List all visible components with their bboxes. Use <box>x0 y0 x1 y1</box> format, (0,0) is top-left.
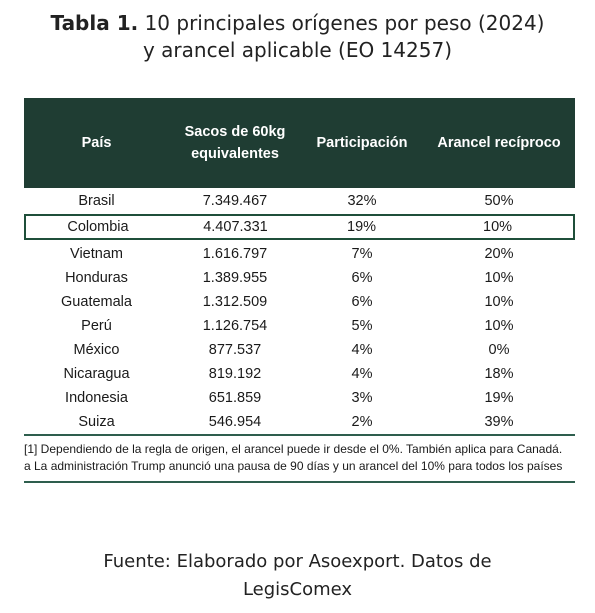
cell-country: Nicaragua <box>63 366 130 382</box>
header-tariff: Arancel recíproco <box>437 135 561 151</box>
cell-bags: 1.389.955 <box>202 270 268 286</box>
note-1: [1] Dependiendo de la regla de origen, e… <box>24 442 563 456</box>
table-row: Indonesia 651.859 3% 19% <box>24 386 575 410</box>
cell-share: 6% <box>351 294 373 310</box>
cell-country: México <box>73 342 120 358</box>
cell-tariff: 18% <box>484 366 514 382</box>
title-line-1: Tabla 1. 10 principales orígenes por pes… <box>0 10 595 37</box>
table-row: Suiza 546.954 2% 39% <box>24 410 575 434</box>
cell-country: Honduras <box>65 270 128 286</box>
cell-bags: 1.312.509 <box>202 294 268 310</box>
cell-share: 32% <box>347 193 377 209</box>
table-title: Tabla 1. 10 principales orígenes por pes… <box>0 10 595 64</box>
cell-country: Perú <box>81 318 112 334</box>
cell-tariff: 39% <box>484 414 514 430</box>
cell-country: Guatemala <box>61 294 132 310</box>
cell-tariff: 10% <box>484 318 514 334</box>
cell-country: Brasil <box>78 193 115 209</box>
cell-country: Colombia <box>67 219 129 235</box>
table-header: País Sacos de 60kg equivalentes Particip… <box>24 98 575 188</box>
cell-share: 7% <box>351 246 373 262</box>
cell-bags: 651.859 <box>208 390 262 406</box>
title-text-1: 10 principales orígenes por peso (2024) <box>144 11 545 35</box>
cell-bags: 1.616.797 <box>202 246 268 262</box>
header-bags: Sacos de 60kg equivalentes <box>169 121 301 165</box>
note-2: a La administración Trump anunció una pa… <box>24 459 563 473</box>
table-body: Brasil 7.349.467 32% 50% Colombia 4.407.… <box>24 189 575 434</box>
table-row: Perú 1.126.754 5% 10% <box>24 314 575 338</box>
table-row: Guatemala 1.312.509 6% 10% <box>24 290 575 314</box>
cell-share: 6% <box>351 270 373 286</box>
cell-bags: 1.126.754 <box>202 318 268 334</box>
title-line-2: y arancel aplicable (EO 14257) <box>142 38 452 62</box>
header-country: País <box>81 135 112 151</box>
cell-bags: 7.349.467 <box>202 193 268 209</box>
header-bags-line-1: Sacos de 60kg <box>184 124 286 140</box>
cell-share: 19% <box>347 219 377 235</box>
table-row-highlighted: Colombia 4.407.331 19% 10% <box>24 214 575 240</box>
divider-top <box>24 434 575 436</box>
cell-tariff: 10% <box>484 294 514 310</box>
header-bags-line-2: equivalentes <box>191 146 279 162</box>
cell-share: 3% <box>351 390 373 406</box>
cell-bags: 877.537 <box>208 342 262 358</box>
source-line-2: LegisComex <box>242 579 353 600</box>
cell-country: Vietnam <box>70 246 123 262</box>
cell-tariff: 20% <box>484 246 514 262</box>
cell-tariff: 19% <box>484 390 514 406</box>
cell-share: 5% <box>351 318 373 334</box>
cell-tariff: 50% <box>484 193 514 209</box>
source-line-1: Fuente: Elaborado por Asoexport. Datos d… <box>103 551 492 572</box>
cell-bags: 546.954 <box>208 414 262 430</box>
cell-country: Indonesia <box>65 390 128 406</box>
table-notes: [1] Dependiendo de la regla de origen, e… <box>24 436 575 481</box>
table-row: Vietnam 1.616.797 7% 20% <box>24 242 575 266</box>
table-row: Nicaragua 819.192 4% 18% <box>24 362 575 386</box>
cell-share: 4% <box>351 366 373 382</box>
cell-share: 2% <box>351 414 373 430</box>
cell-tariff: 0% <box>488 342 510 358</box>
table-row: México 877.537 4% 0% <box>24 338 575 362</box>
divider-bottom <box>24 481 575 483</box>
cell-bags: 4.407.331 <box>203 219 268 235</box>
cell-tariff: 10% <box>483 219 513 235</box>
cell-country: Suiza <box>78 414 115 430</box>
source-caption: Fuente: Elaborado por Asoexport. Datos d… <box>0 548 595 604</box>
table-row: Brasil 7.349.467 32% 50% <box>24 189 575 213</box>
data-table: País Sacos de 60kg equivalentes Particip… <box>24 98 575 483</box>
title-label: Tabla 1. <box>50 11 139 35</box>
cell-share: 4% <box>351 342 373 358</box>
header-share: Participación <box>316 135 408 151</box>
table-row: Honduras 1.389.955 6% 10% <box>24 266 575 290</box>
cell-bags: 819.192 <box>208 366 262 382</box>
cell-tariff: 10% <box>484 270 514 286</box>
